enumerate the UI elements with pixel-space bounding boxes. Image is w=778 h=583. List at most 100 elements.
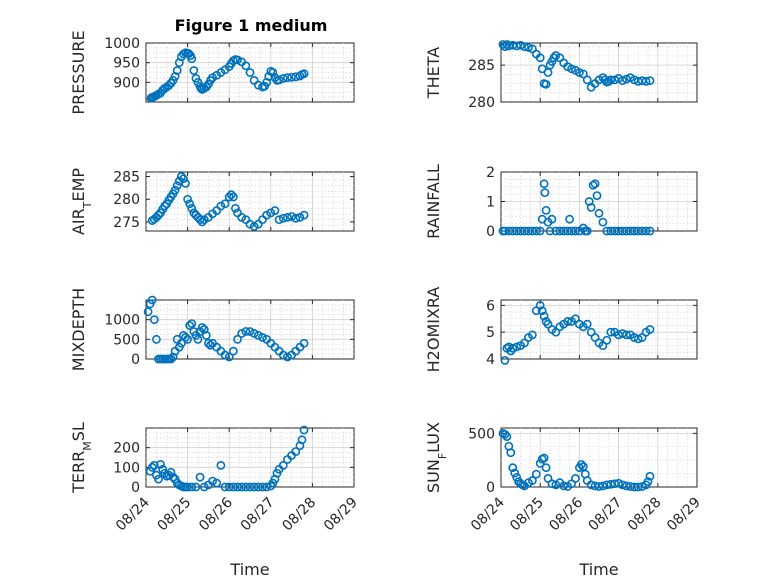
data-point	[606, 75, 616, 85]
data-point	[604, 76, 614, 86]
data-point	[258, 332, 267, 342]
data-point	[291, 447, 301, 456]
y-tick-label: 285	[468, 58, 495, 74]
data-point	[571, 474, 580, 483]
data-point	[500, 430, 510, 439]
data-point	[224, 192, 234, 202]
data-point	[270, 206, 280, 215]
series-markers	[498, 40, 655, 92]
data-point	[245, 327, 255, 336]
data-point	[245, 482, 255, 492]
data-point	[278, 74, 288, 83]
data-point	[641, 226, 651, 236]
y-tick-label: 900	[113, 75, 140, 91]
data-point	[278, 460, 288, 470]
x-tick-label: 08/29	[321, 495, 361, 535]
data-point	[506, 448, 516, 458]
data-point	[220, 199, 230, 209]
data-point	[228, 346, 238, 356]
data-point	[160, 201, 170, 211]
data-point	[193, 334, 203, 344]
data-point	[172, 181, 182, 191]
data-point	[195, 472, 205, 482]
data-point	[274, 75, 284, 85]
data-point	[547, 214, 557, 224]
data-point	[197, 323, 207, 332]
data-point	[512, 342, 522, 352]
data-point	[216, 460, 226, 470]
data-point	[185, 321, 195, 330]
y-tick-label: 1000	[104, 36, 140, 52]
y-axis-label: MIXDEPTH	[69, 288, 88, 371]
data-point	[539, 453, 549, 463]
y-axis-label: H2OMIXRA	[424, 287, 443, 373]
data-point	[154, 474, 163, 484]
data-point	[618, 76, 627, 86]
data-point	[645, 76, 655, 86]
figure-title: Figure 1 medium	[175, 16, 328, 35]
data-point	[241, 327, 251, 336]
data-point	[549, 53, 559, 63]
data-point	[299, 338, 309, 348]
data-point	[258, 482, 267, 492]
data-point	[143, 307, 153, 317]
y-tick-label: 0	[131, 480, 140, 496]
data-point	[166, 467, 176, 477]
subplot-terrmsl: 0 100 200 08/24 08/25 08/26 08/27 08/28 08/29 TER…	[69, 422, 361, 579]
data-point	[179, 174, 188, 184]
data-point	[287, 72, 296, 82]
y-axis-label: TERRMSL	[69, 422, 94, 494]
data-point	[176, 172, 186, 181]
y-tick-label: 280	[468, 95, 495, 111]
data-point	[181, 332, 190, 342]
subplot-theta: 280 285 THETA	[424, 40, 698, 111]
data-point	[602, 335, 612, 345]
subplot-pressure: 900 950 1000 PRESSURE	[69, 30, 355, 115]
data-point	[299, 210, 309, 220]
data-point	[237, 482, 247, 492]
x-axis-label: Time	[578, 560, 618, 579]
data-point	[606, 327, 616, 337]
data-point	[508, 463, 518, 473]
data-point	[633, 482, 643, 492]
y-tick-label: 1000	[104, 313, 140, 329]
series-markers	[145, 425, 309, 492]
data-point	[582, 226, 592, 236]
x-tick-label: 08/27	[586, 495, 626, 535]
data-point	[191, 482, 201, 492]
x-tick-label: 08/25	[507, 495, 547, 535]
data-point	[233, 55, 242, 65]
grid	[501, 172, 697, 231]
y-tick-label: 275	[113, 215, 140, 231]
x-tick-label: 08/28	[279, 495, 319, 535]
data-point	[149, 315, 159, 325]
data-point	[541, 79, 551, 89]
data-point	[531, 469, 541, 479]
y-tick-label: 285	[113, 170, 140, 186]
data-point	[187, 54, 197, 64]
y-tick-label: 1	[486, 195, 495, 211]
data-point	[510, 468, 520, 478]
data-point	[241, 61, 251, 71]
data-point	[618, 480, 627, 490]
data-point	[498, 40, 508, 49]
data-point	[618, 329, 627, 338]
series-markers	[500, 300, 655, 365]
data-point	[253, 482, 263, 492]
data-point	[502, 432, 512, 441]
data-point	[151, 334, 161, 344]
data-point	[645, 471, 655, 481]
data-point	[524, 43, 533, 52]
data-point	[539, 179, 549, 189]
data-point	[268, 68, 278, 77]
y-axis-label: THETA	[424, 47, 443, 99]
data-point	[283, 212, 292, 222]
data-point	[586, 202, 596, 212]
y-tick-label: 0	[486, 224, 495, 240]
y-tick-label: 0	[131, 352, 140, 368]
data-point	[559, 481, 569, 491]
data-point	[262, 482, 272, 492]
y-tick-label: 200	[113, 441, 140, 457]
data-point	[220, 482, 230, 492]
x-axis-label: Time	[229, 560, 269, 579]
